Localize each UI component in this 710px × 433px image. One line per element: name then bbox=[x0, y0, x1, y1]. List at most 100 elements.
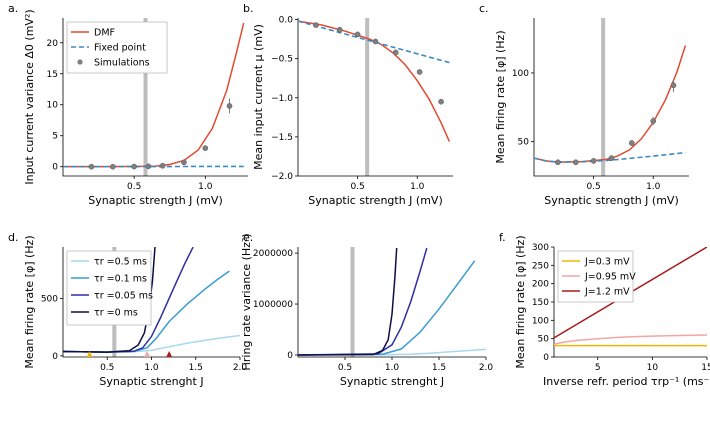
j-value-marker bbox=[166, 351, 173, 357]
x-tick-label: 2.0 bbox=[479, 363, 494, 373]
series-line bbox=[63, 247, 156, 353]
y-axis-label: Mean firing rate [φ] (Hz) bbox=[494, 30, 507, 163]
axis-frame bbox=[297, 247, 486, 358]
x-tick-label: 5 bbox=[595, 363, 601, 373]
simulation-point bbox=[416, 69, 423, 75]
x-tick-label: 0.5 bbox=[127, 182, 141, 192]
series-line bbox=[554, 334, 707, 345]
plot-area bbox=[534, 45, 687, 166]
y-tick-label: 15 bbox=[47, 70, 58, 80]
y-tick-label: 150 bbox=[532, 298, 549, 308]
x-tick-label: 0.5 bbox=[586, 182, 600, 192]
legend-label: τr =0.1 ms bbox=[94, 274, 147, 285]
simulation-point bbox=[555, 159, 561, 166]
y-axis-label: Firing rate variance (Hz²) bbox=[240, 233, 253, 370]
x-tick-label: 1.5 bbox=[189, 363, 203, 373]
y-axis-label: Mean firing rate [φ] (Hz) bbox=[514, 235, 527, 368]
y-tick-label: −2.0 bbox=[271, 172, 293, 182]
y-tick-label: 50 bbox=[538, 335, 550, 345]
legend: τr =0.5 ms τr =0.1 ms τr =0.05 ms τr =0 ms bbox=[66, 250, 153, 326]
x-tick-label: 10 bbox=[647, 363, 659, 373]
x-tick-label: 1.0 bbox=[646, 182, 661, 192]
simulation-point bbox=[145, 163, 152, 170]
panel-label: f. bbox=[499, 231, 506, 244]
x-tick-label: 1.0 bbox=[385, 363, 400, 373]
simulation-point bbox=[650, 118, 657, 124]
legend-label: τr =0 ms bbox=[94, 308, 138, 319]
plot-area bbox=[298, 247, 486, 356]
axis-frame bbox=[62, 247, 240, 358]
simulation-point bbox=[131, 163, 137, 170]
panel-label: c. bbox=[479, 2, 489, 15]
y-tick-label: 0 bbox=[52, 163, 58, 173]
y-axis-label: Mean input current μ (mV) bbox=[252, 24, 265, 170]
series-line bbox=[298, 247, 398, 356]
j-value-marker bbox=[144, 351, 151, 357]
simulation-point bbox=[372, 38, 379, 45]
y-tick-label: 0.0 bbox=[279, 16, 294, 26]
legend-label: DMF bbox=[94, 28, 115, 39]
plot-area bbox=[63, 22, 245, 170]
panel-c: 0.5 1.0 50 100 c. Synaptic strength J (mV) Mea… bbox=[479, 2, 689, 207]
simulation-point bbox=[202, 145, 209, 151]
legend-label: J=1.2 mV bbox=[584, 287, 630, 298]
legend: DMF Fixed point Simulations bbox=[66, 21, 168, 74]
x-tick-label: 1.0 bbox=[410, 182, 425, 192]
simulation-point bbox=[392, 49, 399, 56]
y-tick-label: −1.0 bbox=[271, 94, 293, 104]
y-tick-label: 0 bbox=[543, 353, 549, 363]
panel-label: b. bbox=[243, 2, 253, 15]
panel-label: e. bbox=[243, 231, 253, 244]
simulation-point bbox=[110, 163, 116, 170]
y-tick-label: 300 bbox=[532, 243, 549, 253]
axis-frame bbox=[62, 18, 248, 177]
y-tick-label: 1000000 bbox=[253, 300, 293, 310]
x-tick-label: 0.5 bbox=[350, 182, 364, 192]
panel-b: 0.5 1.0 0.0 −0.5 −1.0 −1.5 −2.0 b. Synaptic stre… bbox=[243, 2, 453, 207]
y-tick-label: 10 bbox=[47, 101, 59, 111]
y-tick-label: 100 bbox=[532, 316, 549, 326]
simulation-point bbox=[608, 155, 615, 161]
y-tick-label: 500 bbox=[41, 295, 58, 305]
simulation-point bbox=[181, 159, 187, 166]
legend-label: τr =0.5 ms bbox=[94, 257, 147, 268]
legend-label: Fixed point bbox=[94, 43, 146, 54]
panel-label: a. bbox=[8, 2, 18, 15]
legend: J=0.3 mV J=0.95 mV J=1.2 mV bbox=[557, 250, 636, 303]
series-line bbox=[298, 20, 451, 142]
y-tick-label: 20 bbox=[47, 39, 59, 49]
legend-swatch bbox=[77, 59, 83, 65]
x-tick-label: 2.0 bbox=[233, 363, 248, 373]
simulation-point bbox=[159, 162, 166, 169]
x-axis-label: Synaptic strength J (mV) bbox=[88, 194, 223, 207]
y-tick-label: −0.5 bbox=[271, 55, 293, 65]
simulation-point bbox=[313, 22, 319, 28]
plot-area bbox=[63, 247, 240, 353]
simulation-point bbox=[590, 158, 597, 164]
series-line bbox=[298, 260, 476, 356]
legend-label: Simulations bbox=[94, 58, 150, 69]
legend-label: τr =0.05 ms bbox=[94, 291, 153, 302]
y-axis-label: Input current variance Δ0 (mV²) bbox=[23, 9, 36, 184]
series-line bbox=[298, 20, 450, 64]
y-tick-label: −1.5 bbox=[271, 133, 293, 143]
x-axis-label: Synaptic strenght J bbox=[340, 375, 444, 388]
legend-label: J=0.95 mV bbox=[584, 272, 636, 283]
simulation-point bbox=[226, 103, 233, 109]
panel-a: 0.5 1.0 0 5 10 15 20 a. Synaptic strength J (mV)… bbox=[8, 2, 248, 207]
simulation-point bbox=[670, 82, 677, 89]
j-value-marker bbox=[86, 351, 93, 357]
simulation-point bbox=[628, 140, 635, 146]
x-tick-label: 1.5 bbox=[432, 363, 446, 373]
x-tick-label: 1.0 bbox=[144, 363, 159, 373]
simulation-point bbox=[438, 98, 444, 105]
simulation-point bbox=[354, 31, 361, 38]
simulation-point bbox=[88, 163, 95, 170]
panel-d: 0.5 1.0 1.5 2.0 0 500 d. Synaptic strenght J Mea… bbox=[8, 231, 247, 388]
x-axis-label: Inverse refr. period τrp⁻¹ (ms⁻¹) bbox=[543, 375, 710, 388]
y-tick-label: 0 bbox=[287, 351, 293, 361]
x-axis-label: Synaptic strength J (mV) bbox=[308, 194, 443, 207]
